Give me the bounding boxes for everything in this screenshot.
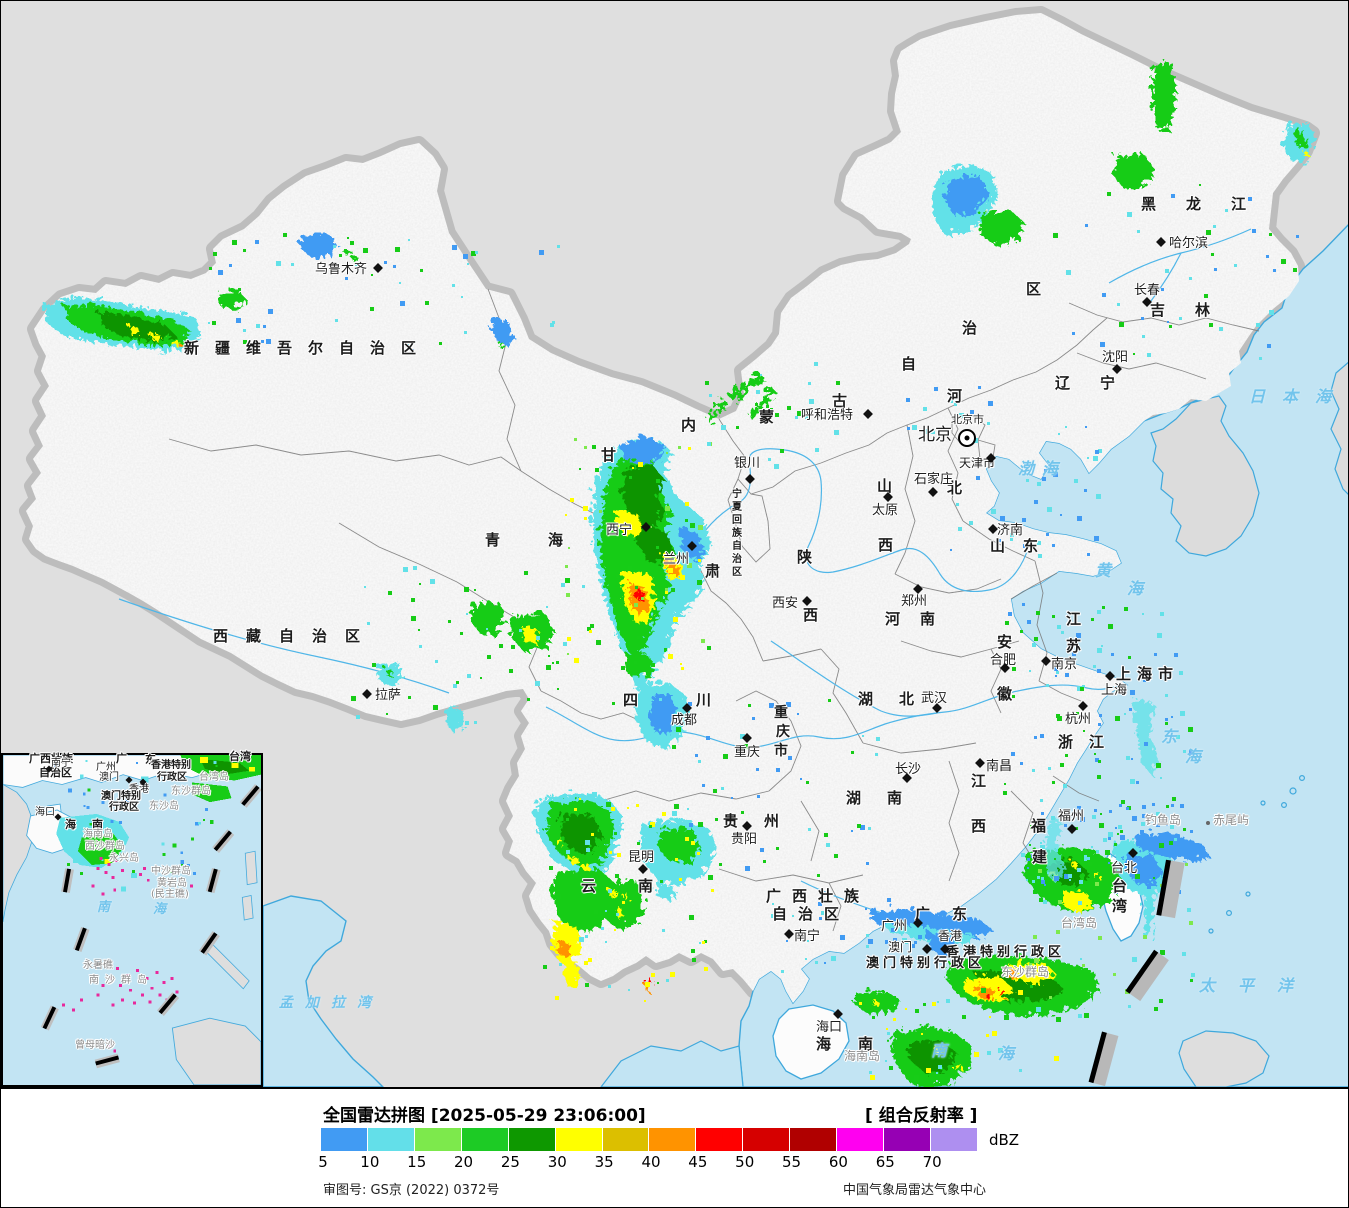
legend-title: 全国雷达拼图 [2025-05-29 23:06:00] xyxy=(323,1106,646,1126)
scale-swatch-20 xyxy=(461,1128,508,1151)
scale-tick: 20 xyxy=(454,1153,474,1171)
inset-canvas xyxy=(3,755,261,1085)
scale-tick: 45 xyxy=(688,1153,708,1171)
scale-ticks: 5 10 15 20 25 30 35 40 45 50 55 60 65 70 xyxy=(1,1153,1348,1173)
scale-swatch-45 xyxy=(696,1128,743,1151)
scale-tick: 40 xyxy=(641,1153,661,1171)
scale-tick: 25 xyxy=(500,1153,520,1171)
reef-markers xyxy=(62,857,194,1053)
scale-swatch-15 xyxy=(414,1128,461,1151)
south-china-sea-inset xyxy=(1,753,263,1087)
scale-swatch-25 xyxy=(508,1128,555,1151)
scale-tick: 65 xyxy=(875,1153,895,1171)
scale-swatch-50 xyxy=(743,1128,790,1151)
scale-swatch-35 xyxy=(602,1128,649,1151)
scale-swatch-70 xyxy=(930,1128,977,1151)
china-radar-map: 新疆维吾尔自治区 西藏自治区 青海甘肃内蒙古自治区宁夏回族自治区陕西山西河北山东 河南… xyxy=(1,1,1348,1087)
scale-tick: 10 xyxy=(360,1153,380,1171)
scale-tick: 15 xyxy=(407,1153,427,1171)
scale-tick: 30 xyxy=(547,1153,567,1171)
approval-number: 审图号: GS京 (2022) 0372号 xyxy=(323,1183,500,1198)
scale-tick: 50 xyxy=(735,1153,755,1171)
inset-dash-segments xyxy=(40,784,261,1069)
scale-swatch-40 xyxy=(649,1128,696,1151)
product-label: [ 组合反射率 ] xyxy=(865,1106,978,1126)
scale-swatch-10 xyxy=(367,1128,414,1151)
legend-panel: 全国雷达拼图 [2025-05-29 23:06:00] [ 组合反射率 ] d… xyxy=(1,1087,1348,1207)
scale-swatch-65 xyxy=(884,1128,930,1151)
unit-label: dBZ xyxy=(989,1131,1020,1149)
scale-tick: 70 xyxy=(922,1153,942,1171)
scale-tick: 55 xyxy=(782,1153,802,1171)
scale-swatch-30 xyxy=(555,1128,602,1151)
scale-tick: 35 xyxy=(594,1153,614,1171)
scale-tick: 5 xyxy=(318,1153,328,1171)
scale-swatch-5 xyxy=(321,1128,367,1151)
color-scale xyxy=(321,1128,977,1151)
scale-swatch-60 xyxy=(837,1128,884,1151)
scale-tick: 60 xyxy=(828,1153,848,1171)
scale-swatch-55 xyxy=(790,1128,837,1151)
agency-credit: 中国气象局雷达气象中心 xyxy=(842,1183,986,1198)
boundary-dash-segments xyxy=(1088,859,1185,1087)
